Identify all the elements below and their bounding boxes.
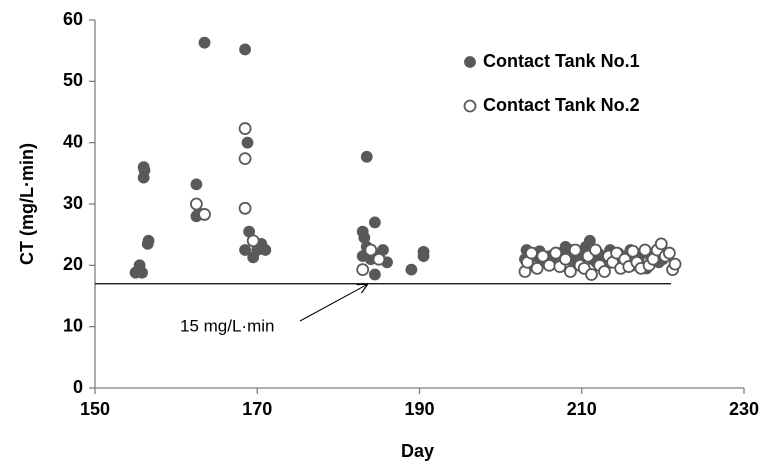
data-point: [525, 246, 538, 260]
data-point: [137, 171, 150, 184]
data-point: [238, 122, 252, 135]
data-point: [136, 266, 148, 279]
legend-marker: [464, 56, 476, 68]
data-point: [368, 268, 381, 281]
data-point: [372, 252, 386, 266]
data-point: [638, 243, 652, 257]
data-point: [662, 246, 676, 260]
data-point: [405, 263, 418, 276]
x-tick-label: 190: [404, 399, 434, 419]
x-axis-title: Day: [401, 441, 434, 461]
data-point: [360, 150, 373, 163]
data-point: [198, 36, 211, 49]
data-point: [198, 208, 211, 221]
legend-label: Contact Tank No.1: [483, 51, 640, 71]
x-tick-label: 170: [242, 399, 272, 419]
data-point: [585, 268, 598, 281]
data-point: [563, 265, 577, 278]
reference-arrow: [299, 285, 367, 322]
y-tick-label: 20: [63, 254, 83, 274]
data-point: [589, 243, 602, 257]
legend-label: Contact Tank No.2: [483, 95, 640, 115]
data-point: [364, 243, 378, 257]
data-point: [368, 216, 381, 229]
legend-marker: [463, 99, 477, 113]
data-point: [542, 258, 556, 272]
y-tick-label: 50: [63, 70, 83, 90]
x-tick-label: 150: [80, 399, 110, 419]
data-point: [356, 263, 370, 277]
data-point: [668, 257, 682, 271]
data-point: [549, 246, 563, 260]
data-point: [239, 43, 251, 56]
x-tick-label: 230: [729, 399, 759, 419]
data-point: [190, 197, 203, 211]
data-point: [583, 234, 596, 247]
data-point: [259, 244, 272, 256]
y-tick-label: 0: [73, 377, 83, 397]
data-point: [239, 244, 251, 256]
data-point: [626, 244, 640, 258]
data-point: [536, 249, 550, 263]
data-point: [417, 250, 430, 263]
y-tick-label: 30: [63, 193, 83, 213]
x-tick-label: 210: [567, 399, 597, 419]
y-tick-label: 40: [63, 131, 83, 151]
data-point: [654, 237, 668, 251]
data-point: [190, 178, 203, 191]
data-point: [142, 234, 155, 247]
y-tick-label: 10: [63, 315, 83, 335]
data-point: [559, 252, 572, 266]
data-point: [246, 234, 260, 248]
data-point: [238, 201, 252, 215]
reference-label: 15 mg/L·min: [180, 316, 274, 335]
y-tick-label: 60: [63, 9, 83, 29]
data-point: [568, 243, 582, 257]
data-point: [598, 265, 611, 278]
data-point: [238, 152, 252, 166]
data-point: [530, 261, 544, 275]
y-axis-title: CT (mg/L·min): [17, 143, 37, 265]
data-point: [241, 136, 254, 149]
